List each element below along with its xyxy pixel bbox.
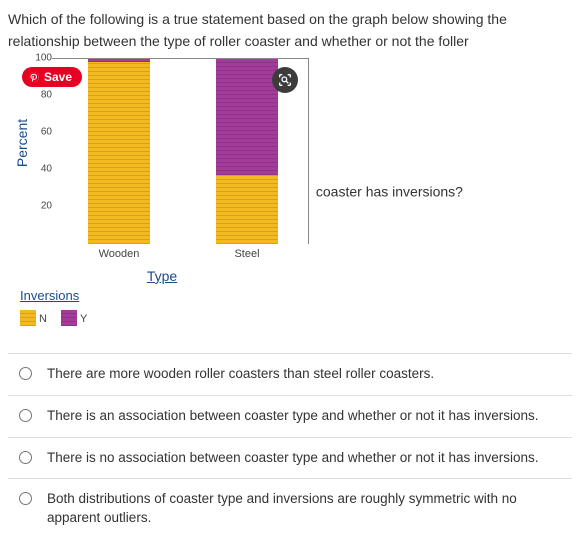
legend-item: N <box>20 309 47 326</box>
answer-options: There are more wooden roller coasters th… <box>8 353 572 539</box>
legend-title: Inversions <box>20 288 79 303</box>
answer-option[interactable]: There is no association between coaster … <box>8 438 572 480</box>
x-tick: Steel <box>234 248 259 260</box>
x-tick: Wooden <box>99 248 140 260</box>
chart-area: Percent 20 40 60 80 100 Wooden Steel Type Inv… <box>12 53 312 333</box>
bar-segment <box>88 62 150 243</box>
question-block: Which of the following is a true stateme… <box>8 8 572 333</box>
visual-search-button[interactable] <box>272 67 298 93</box>
legend-label: N <box>39 313 47 325</box>
answer-option[interactable]: There is an association between coaster … <box>8 396 572 438</box>
y-tick: 100 <box>35 52 52 63</box>
bar-segment <box>216 59 278 176</box>
option-radio[interactable] <box>19 409 32 422</box>
bar <box>88 59 150 244</box>
legend-swatch <box>20 310 36 326</box>
option-radio[interactable] <box>19 492 32 505</box>
option-text: There is an association between coaster … <box>47 407 539 426</box>
y-tick: 80 <box>41 89 52 100</box>
option-radio[interactable] <box>19 367 32 380</box>
y-tick: 60 <box>41 126 52 137</box>
save-label: Save <box>44 70 72 84</box>
pinterest-icon <box>28 71 40 83</box>
option-text: There are more wooden roller coasters th… <box>47 365 434 384</box>
answer-option[interactable]: Both distributions of coaster type and i… <box>8 479 572 539</box>
question-text-part2: coaster has inversions? <box>316 183 463 199</box>
y-tick: 40 <box>41 163 52 174</box>
bar <box>216 59 278 244</box>
legend-item: Y <box>61 309 87 326</box>
bar-segment <box>88 59 150 63</box>
plot-region <box>52 58 309 244</box>
question-text-part1: Which of the following is a true stateme… <box>8 11 507 49</box>
y-tick: 20 <box>41 200 52 211</box>
y-axis-label: Percent <box>14 119 30 167</box>
legend-label: Y <box>80 313 87 325</box>
option-radio[interactable] <box>19 451 32 464</box>
pinterest-save-button[interactable]: Save <box>22 67 82 87</box>
chart-container: Save Percent 20 40 60 80 100 Wooden Steel Typ… <box>12 53 312 333</box>
option-text: There is no association between coaster … <box>47 449 539 468</box>
lens-icon <box>277 72 293 88</box>
answer-option[interactable]: There are more wooden roller coasters th… <box>8 354 572 396</box>
legend-swatch <box>61 310 77 326</box>
x-axis-label: Type <box>12 268 312 284</box>
bar-segment <box>216 175 278 243</box>
option-text: Both distributions of coaster type and i… <box>47 490 566 528</box>
legend: NY <box>20 309 87 326</box>
